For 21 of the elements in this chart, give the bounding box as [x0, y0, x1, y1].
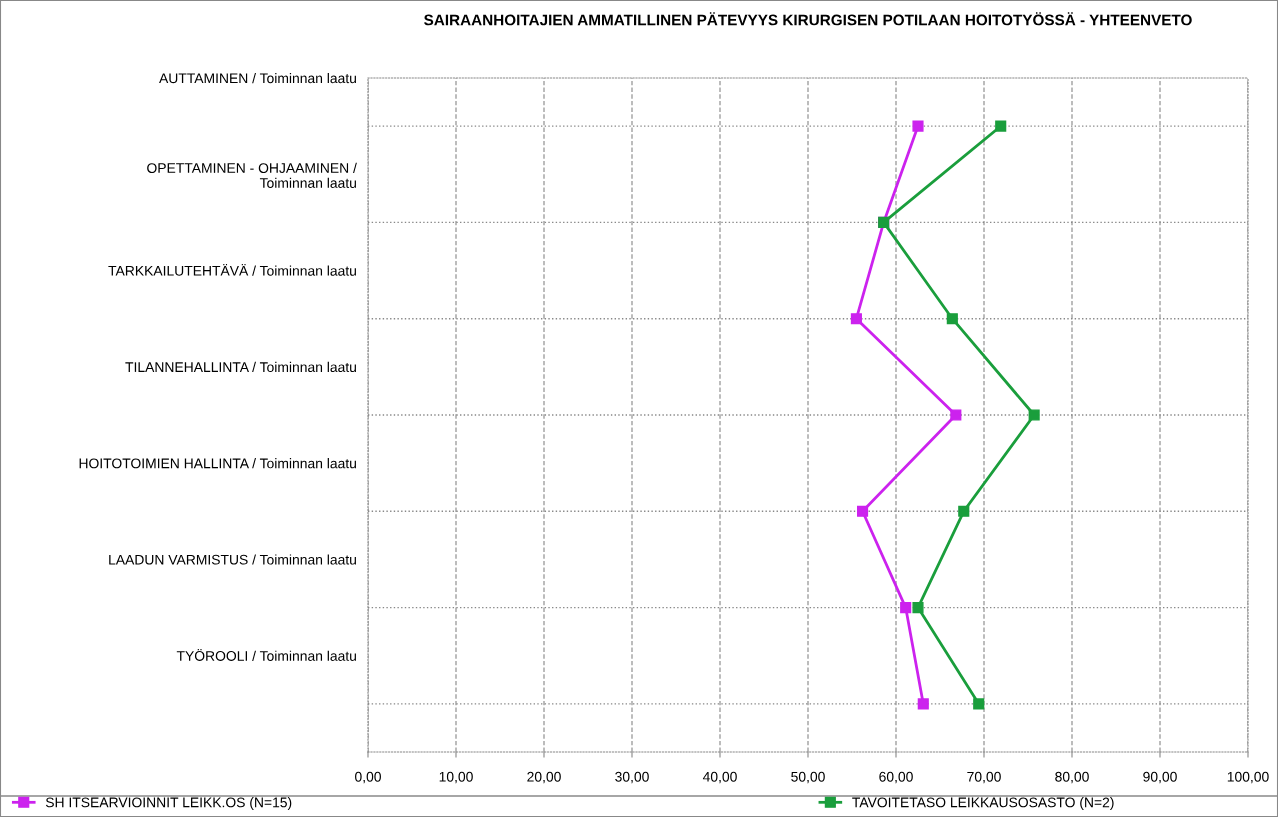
x-tick-label: 100,00 [1227, 771, 1269, 784]
y-tick-label: LAADUN VARMISTUS / Toiminnan laatu [109, 554, 356, 565]
y-tick-label: AUTTAMINEN / Toiminnan laatu [159, 72, 356, 84]
y-tick-label: OPETTAMINEN - OHJAAMINEN / Toiminnan laatu [147, 162, 357, 188]
x-tick-label: 60,00 [879, 771, 913, 784]
chart-title: SAIRAANHOITAJIEN AMMATILLINEN PÄTEVYYS KIRURGISEN POTILAAN HOITOTYÖSSÄ - YHTEENVETO [424, 12, 1192, 26]
x-tick-label: 50,00 [791, 771, 825, 784]
x-tick-label: 10,00 [439, 771, 473, 784]
y-tick-label: HOITOTOIMIEN HALLINTA / Toiminnan laatu [79, 458, 356, 469]
y-tick-label: TARKKAILUTEHTÄVÄ / Toiminnan laatu [108, 263, 356, 276]
x-tick-label: 70,00 [967, 771, 1001, 784]
y-tick-label: TYÖROOLI / Toiminnan laatu [176, 649, 356, 661]
legend-label: TAVOITETASO LEIKKAUSOSASTO (N=2) [852, 797, 1114, 811]
x-tick-label: 80,00 [1055, 771, 1089, 784]
x-tick-label: 20,00 [527, 771, 561, 784]
y-tick-label: TILANNEHALLINTA / Toiminnan laatu [125, 361, 356, 373]
x-tick-label: 90,00 [1143, 771, 1177, 784]
x-tick-label: 30,00 [615, 771, 649, 784]
x-tick-label: 0,00 [355, 771, 381, 784]
legend-label: SH ITSEARVIOINNIT LEIKK.OS (N=15) [45, 797, 292, 811]
x-tick-label: 40,00 [702, 771, 737, 784]
